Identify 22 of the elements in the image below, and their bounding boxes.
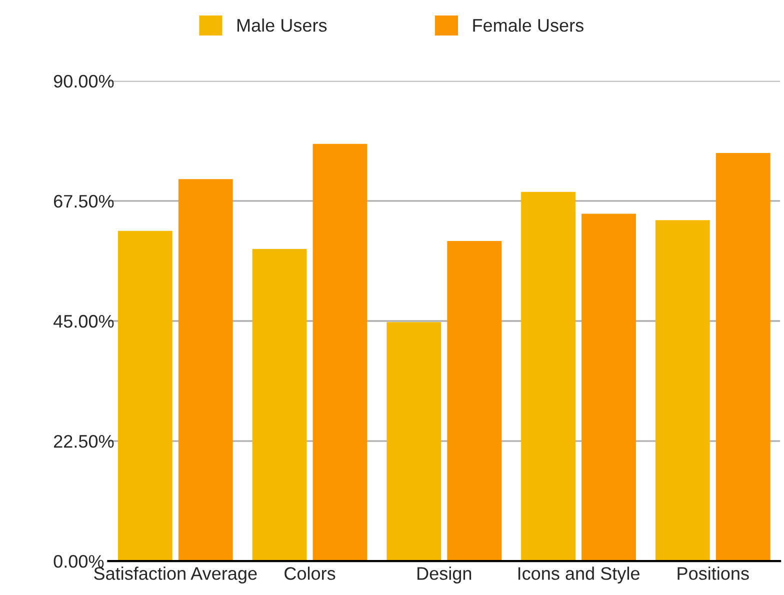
bar — [386, 322, 442, 562]
y-tick-label: 45.00% — [54, 314, 114, 328]
bar — [716, 152, 770, 562]
bar — [521, 192, 576, 562]
y-tick-label: 22.50% — [54, 434, 114, 448]
y-tick-label: 67.50% — [54, 194, 114, 208]
legend-label: Male Users — [237, 18, 327, 32]
bar — [447, 240, 502, 562]
bar — [655, 220, 710, 562]
legend-label: Female Users — [473, 18, 584, 32]
x-tick-label: Design — [418, 566, 472, 584]
y-tick-label: 90.00% — [54, 74, 114, 88]
x-tick-label: Positions — [678, 566, 749, 580]
bar — [312, 144, 368, 562]
x-tick-label: Colors — [284, 566, 336, 580]
bar — [252, 248, 307, 562]
bar — [118, 230, 172, 562]
y-tick-label: 0.00% — [54, 555, 104, 568]
x-tick-label: Icons and Style — [518, 566, 640, 584]
x-tick-label: Satisfaction Average — [94, 566, 257, 584]
bar — [178, 179, 233, 562]
bar — [582, 214, 636, 562]
